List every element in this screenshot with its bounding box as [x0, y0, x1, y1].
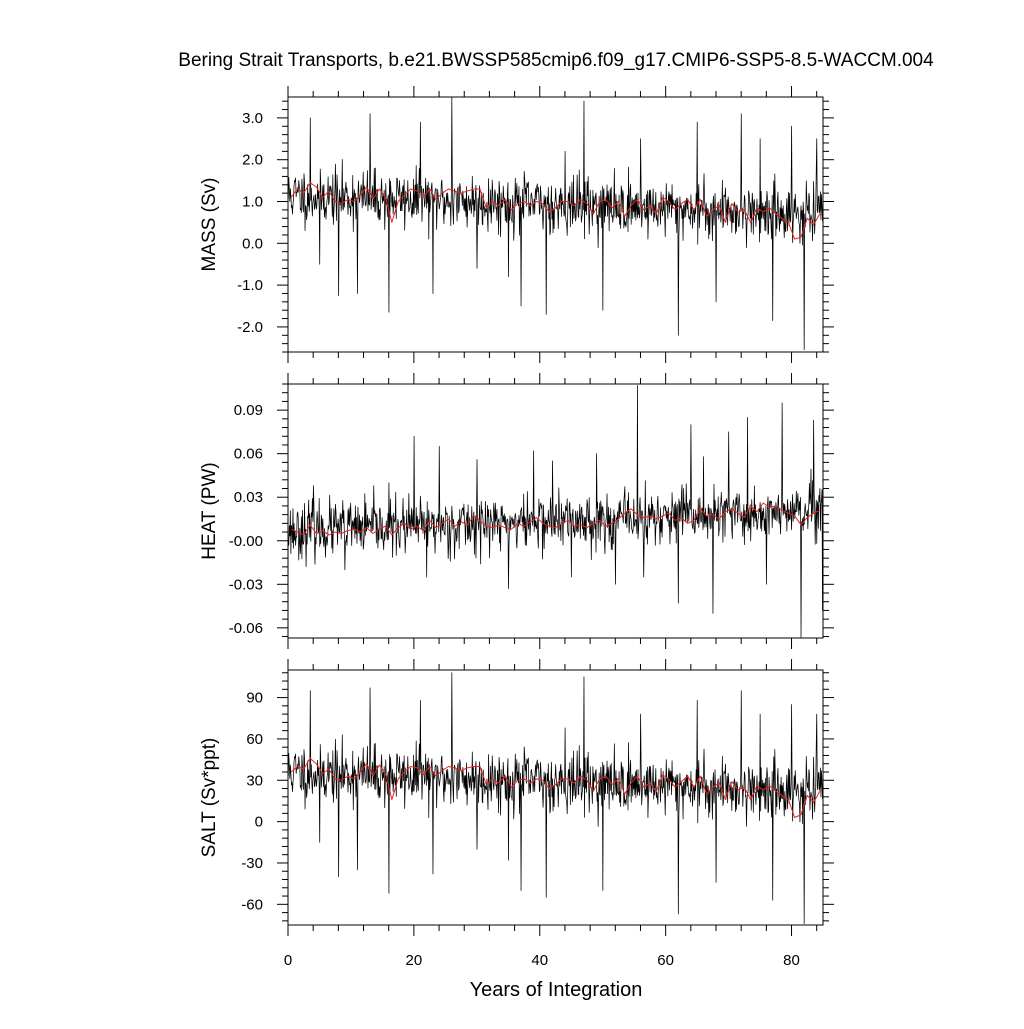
y-tick-label: 60 [246, 731, 263, 748]
y-axis-label: HEAT (PW) [199, 462, 220, 559]
y-tick-label: 0.03 [234, 489, 263, 506]
y-axis-label: MASS (Sv) [199, 178, 220, 272]
figure-title: Bering Strait Transports, b.e21.BWSSP585… [178, 50, 934, 71]
y-tick-label: 90 [246, 690, 263, 707]
panel-3: -60 -30 0 30 60 90 0 20 40 60 80 SALT (Sv*ppt) [199, 659, 834, 969]
y-tick-label: -60 [241, 896, 263, 913]
series-group [288, 672, 823, 924]
y-tick-label: -0.00 [229, 533, 263, 550]
annual-mean-series-line [290, 182, 821, 240]
y-tick-label: 1.0 [242, 194, 263, 211]
panel-1: -2.0 -1.0 0.0 1.0 2.0 3.0 MASS (Sv) [199, 86, 834, 363]
y-tick-label: 3.0 [242, 110, 263, 127]
y-tick-label: -0.03 [229, 576, 263, 593]
plot-frame [287, 669, 824, 926]
y-tick-label: 2.0 [242, 152, 263, 169]
x-tick-label: 60 [657, 952, 674, 969]
series-group [288, 97, 823, 351]
y-tick-label: -0.06 [229, 620, 263, 637]
y-tick-label: 0.0 [242, 235, 263, 252]
monthly-series-line [288, 97, 823, 351]
x-tick-label: 0 [284, 952, 292, 969]
y-tick-label: 0 [255, 814, 263, 831]
x-tick-label: 40 [531, 952, 548, 969]
x-axis-label: Years of Integration [470, 979, 643, 1001]
y-tick-label: 0.06 [234, 446, 263, 463]
y-tick-label: -2.0 [237, 319, 263, 336]
annual-mean-series-line [290, 757, 821, 818]
y-tick-label: -30 [241, 855, 263, 872]
monthly-series-line [288, 672, 823, 924]
y-axis-label: SALT (Sv*ppt) [199, 738, 220, 858]
x-tick-label: 20 [406, 952, 423, 969]
panel-2: -0.06 -0.03 -0.00 0.03 0.06 0.09 HEAT (PW) [199, 373, 834, 649]
plot-frame [287, 96, 824, 353]
y-tick-label: -1.0 [237, 277, 263, 294]
y-tick-label: 30 [246, 772, 263, 789]
plot-frame [287, 383, 824, 639]
annual-mean-series-line [290, 502, 821, 536]
y-tick-label: 0.09 [234, 402, 263, 419]
monthly-series-line [288, 385, 823, 638]
x-tick-label: 80 [783, 952, 800, 969]
series-group [288, 385, 823, 638]
